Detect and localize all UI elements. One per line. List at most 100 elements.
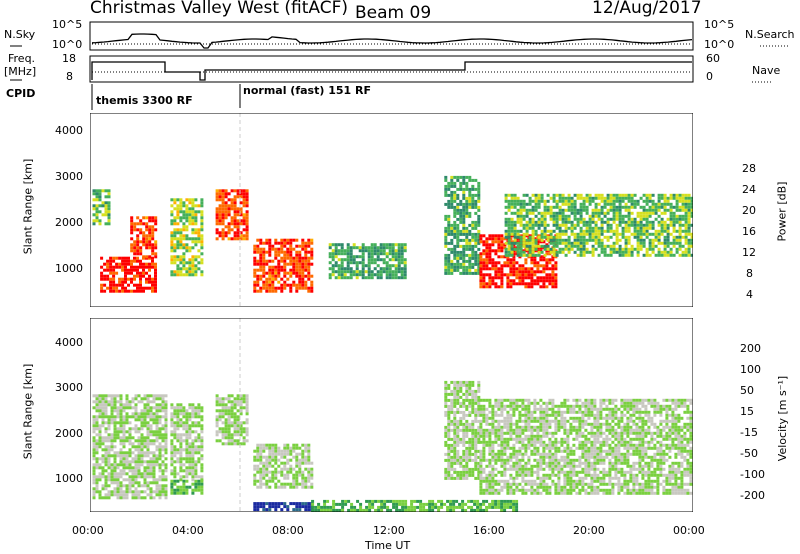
- power-cell-r0: [154, 283, 157, 287]
- velocity-cell-r0: [143, 469, 147, 473]
- power-cell-r8: [545, 261, 549, 265]
- velocity-cell-r0: [116, 427, 120, 431]
- velocity-cell-r4: [304, 485, 308, 489]
- power-cell-r9: [561, 229, 565, 233]
- velocity-cell-r3: [230, 406, 234, 410]
- velocity-cell-r0: [164, 412, 168, 416]
- power-cell-r5: [301, 280, 305, 284]
- velocity-cell-r7: [456, 443, 460, 447]
- power-ytick-3000: 3000: [55, 170, 83, 183]
- velocity-cell-r8: [518, 398, 522, 402]
- power-cell-r4: [245, 219, 249, 223]
- velocity-cell-r8: [515, 458, 519, 462]
- power-cell-r9: [504, 241, 508, 245]
- power-cell-r9: [618, 247, 622, 251]
- velocity-cell-r8: [521, 407, 525, 411]
- velocity-cell-r2: [200, 424, 204, 428]
- power-cell-r3: [170, 270, 174, 274]
- power-cell-r9: [504, 217, 508, 221]
- power-cell-r9: [573, 214, 577, 218]
- power-cell-r0: [148, 277, 151, 281]
- power-cell-r4: [224, 234, 228, 238]
- power-cell-r9: [687, 202, 691, 206]
- power-cell-r4: [224, 192, 228, 196]
- velocity-cell-r8: [491, 485, 495, 489]
- power-cell-r8: [542, 240, 546, 244]
- power-cell-r5: [292, 283, 296, 287]
- power-cell-r9: [558, 226, 562, 230]
- power-cell-r4: [245, 192, 249, 196]
- power-cell-r9: [510, 217, 514, 221]
- velocity-cell-r3: [245, 427, 249, 431]
- power-cell-r6: [349, 255, 353, 259]
- power-cell-r9: [531, 208, 535, 212]
- power-cell-r9: [558, 229, 562, 233]
- velocity-cell-r0: [101, 457, 105, 461]
- velocity-cell-r8: [506, 446, 510, 450]
- velocity-cell-r6: [323, 499, 327, 503]
- velocity-cell-r0: [125, 472, 129, 476]
- velocity-cell-r7: [453, 383, 457, 387]
- power-cell-r6: [358, 246, 362, 250]
- power-cell-r9: [651, 208, 655, 212]
- power-cell-r0: [151, 277, 154, 281]
- power-cell-r9: [543, 202, 547, 206]
- power-cell-r9: [552, 196, 556, 200]
- velocity-cell-r4: [289, 467, 293, 471]
- velocity-cell-r3: [224, 430, 228, 434]
- velocity-cell-r7: [447, 470, 451, 474]
- power-cell-r9: [618, 232, 622, 236]
- power-cell-r9: [600, 220, 604, 224]
- velocity-cell-r8: [485, 428, 489, 432]
- power-cell-r9: [570, 211, 574, 215]
- velocity-cell-r0: [134, 475, 138, 479]
- velocity-cell-r0: [161, 490, 165, 494]
- velocity-cell-r6: [341, 505, 345, 509]
- power-cell-r6: [397, 264, 401, 268]
- velocity-cell-r7: [453, 440, 457, 444]
- power-cell-r8: [509, 258, 513, 262]
- velocity-cell-r0: [161, 397, 165, 401]
- power-cell-r6: [361, 243, 365, 247]
- power-cell-r5: [298, 268, 302, 272]
- power-cell-r9: [552, 229, 556, 233]
- power-cell-r7: [468, 229, 472, 233]
- power-cell-r5: [283, 250, 287, 254]
- power-cell-r7: [471, 265, 475, 269]
- velocity-cell-r2: [173, 415, 177, 419]
- power-cell-r9: [576, 208, 580, 212]
- power-cell-r6: [334, 261, 338, 265]
- power-cell-r7: [474, 253, 478, 257]
- power-cell-r9: [504, 232, 508, 236]
- velocity-cell-r0: [104, 478, 108, 482]
- velocity-cell-r6: [365, 499, 369, 503]
- power-cell-r5: [295, 265, 299, 269]
- velocity-cell-r0: [149, 475, 153, 479]
- velocity-cell-r0: [113, 415, 117, 419]
- power-cell-r7: [462, 229, 466, 233]
- velocity-cell-r2: [188, 457, 192, 461]
- velocity-cell-r0: [98, 463, 102, 467]
- power-cell-r0: [127, 289, 130, 293]
- power-cell-r6: [340, 270, 344, 274]
- power-cell-r9: [522, 208, 526, 212]
- power-cell-r1: [101, 201, 105, 205]
- power-cell-r8: [530, 261, 534, 265]
- velocity-cell-r8: [485, 413, 489, 417]
- power-cell-r7: [459, 202, 463, 206]
- power-cell-r9: [630, 220, 634, 224]
- power-cell-r9: [579, 220, 583, 224]
- power-cell-r6: [373, 246, 377, 250]
- velocity-cell-r8: [488, 410, 492, 414]
- velocity-cell-r2: [170, 424, 174, 428]
- velocity-cell-r3: [242, 430, 246, 434]
- nsky-strip-frame: [89, 21, 694, 51]
- power-cell-r7: [465, 184, 469, 188]
- power-cell-r5: [253, 280, 257, 284]
- velocity-cell-r4: [301, 485, 305, 489]
- velocity-cell-r0: [137, 451, 141, 455]
- power-cell-r7: [450, 262, 454, 266]
- power-cell-r8: [548, 282, 552, 286]
- velocity-cell-r5: [265, 508, 269, 512]
- velocity-cell-r2: [197, 439, 201, 443]
